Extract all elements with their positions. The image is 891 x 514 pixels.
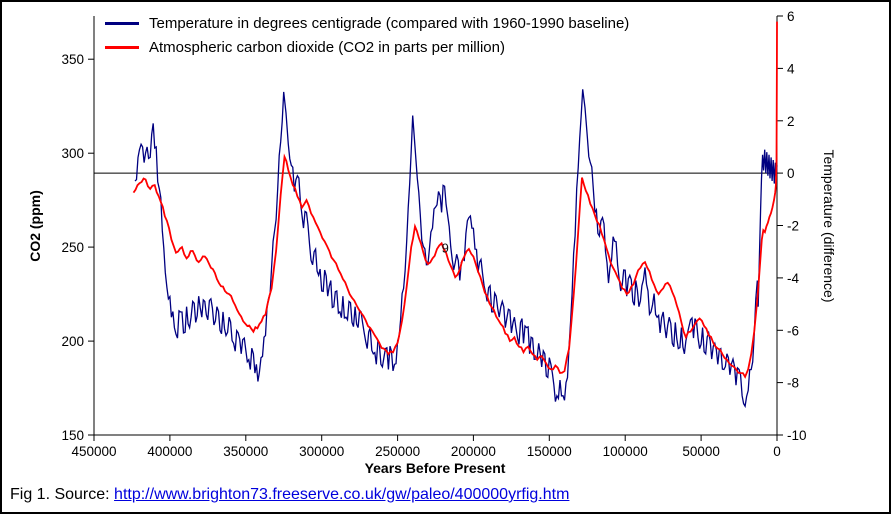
legend-label-co2: Atmospheric carbon dioxide (CO2 in parts… — [149, 39, 505, 56]
left-tick-label: 200 — [61, 334, 84, 349]
legend-line-co2-icon — [105, 46, 139, 49]
right-tick-label: 0 — [787, 166, 795, 181]
figure-caption: Fig 1. Source: http://www.brighton73.fre… — [10, 486, 569, 504]
legend-item-co2: Atmospheric carbon dioxide (CO2 in parts… — [105, 39, 629, 56]
x-tick-label: 100000 — [603, 444, 648, 459]
x-tick-label: 350000 — [223, 444, 268, 459]
source-link[interactable]: http://www.brighton73.freeserve.co.uk/gw… — [114, 486, 570, 503]
co2-line — [132, 21, 778, 379]
right-axis-title: Temperature (difference) — [821, 149, 837, 302]
right-tick-label: -6 — [787, 323, 799, 338]
left-tick-label: 250 — [61, 240, 84, 255]
x-tick-label: 250000 — [375, 444, 420, 459]
temperature-line — [134, 89, 778, 409]
x-tick-label: 50000 — [682, 444, 720, 459]
right-tick-label: -4 — [787, 271, 799, 286]
x-tick-label: 300000 — [299, 444, 344, 459]
chart-legend: Temperature in degrees centigrade (compa… — [105, 15, 629, 56]
legend-label-temperature: Temperature in degrees centigrade (compa… — [149, 15, 630, 32]
chart-canvas: 150 200 250 300 350 6 4 2 0 -2 -4 -6 -8 -10 450000 4000… — [27, 9, 837, 476]
left-axis-title: CO2 (ppm) — [27, 190, 43, 262]
right-tick-label: 4 — [787, 61, 795, 76]
legend-line-temperature-icon — [105, 22, 139, 25]
right-tick-label: -2 — [787, 219, 799, 234]
x-tick-label: 0 — [773, 444, 781, 459]
x-tick-label: 450000 — [71, 444, 116, 459]
right-tick-label: 6 — [787, 9, 795, 24]
left-tick-label: 350 — [61, 52, 84, 67]
right-tick-label: 2 — [787, 114, 795, 129]
x-tick-label: 200000 — [451, 444, 496, 459]
legend-item-temperature: Temperature in degrees centigrade (compa… — [105, 15, 629, 32]
chart-annotation: 9 — [442, 241, 449, 256]
left-tick-label: 300 — [61, 146, 84, 161]
x-tick-label: 150000 — [527, 444, 572, 459]
right-tick-label: -8 — [787, 376, 799, 391]
caption-prefix: Fig 1. Source: — [10, 486, 115, 503]
x-tick-label: 400000 — [147, 444, 192, 459]
x-axis-title: Years Before Present — [365, 460, 506, 476]
left-tick-label: 150 — [61, 428, 84, 443]
right-tick-label: -10 — [787, 428, 807, 443]
